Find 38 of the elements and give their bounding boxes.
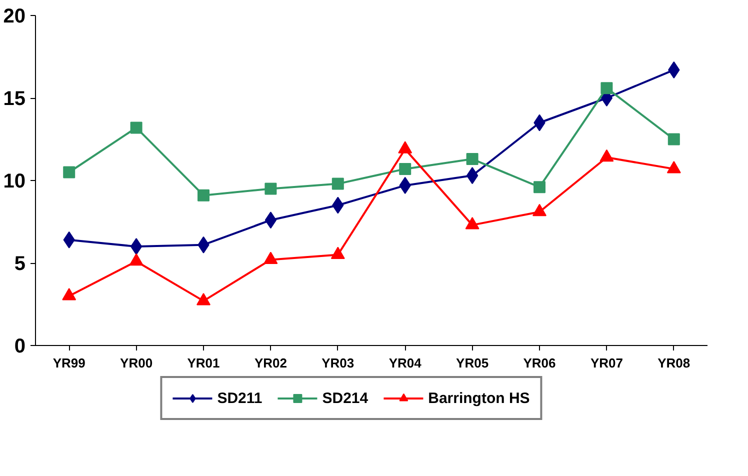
x-tick-label: YR04: [388, 356, 422, 370]
point: [196, 292, 210, 306]
legend-label: SD214: [322, 390, 368, 406]
y-tick-label: 5: [14, 253, 26, 275]
y-tick-label: 15: [3, 88, 26, 110]
point: [465, 217, 480, 230]
x-tick-label: YR06: [523, 356, 556, 370]
point: [600, 82, 613, 94]
point: [466, 167, 478, 184]
point: [264, 212, 277, 229]
x-tick-label: YR03: [322, 356, 354, 370]
x-tick-label: YR07: [590, 356, 623, 370]
y-tick-label: 10: [3, 170, 26, 192]
point: [332, 178, 344, 190]
point: [330, 246, 345, 260]
point: [466, 153, 478, 166]
point: [130, 122, 142, 134]
point: [129, 253, 144, 266]
legend-label: Barrington HS: [428, 390, 530, 406]
point: [264, 182, 277, 195]
x-tick-label: YR00: [120, 356, 153, 370]
point: [534, 181, 546, 194]
x-tick-label: YR99: [52, 356, 86, 370]
y-tick-label: 20: [3, 6, 26, 28]
point: [63, 166, 76, 178]
legend-label: SD211: [217, 390, 262, 406]
point: [62, 288, 76, 300]
x-tick-label: YR08: [658, 356, 690, 370]
point: [264, 252, 278, 264]
point: [198, 189, 210, 202]
point: [130, 238, 142, 255]
y-tick-label: 0: [14, 336, 26, 358]
x-tick-label: YR02: [254, 356, 287, 370]
x-tick-label: YR01: [187, 356, 220, 370]
point: [399, 162, 412, 175]
point: [532, 204, 546, 216]
point: [668, 133, 680, 146]
x-tick-label: YR05: [456, 356, 489, 370]
